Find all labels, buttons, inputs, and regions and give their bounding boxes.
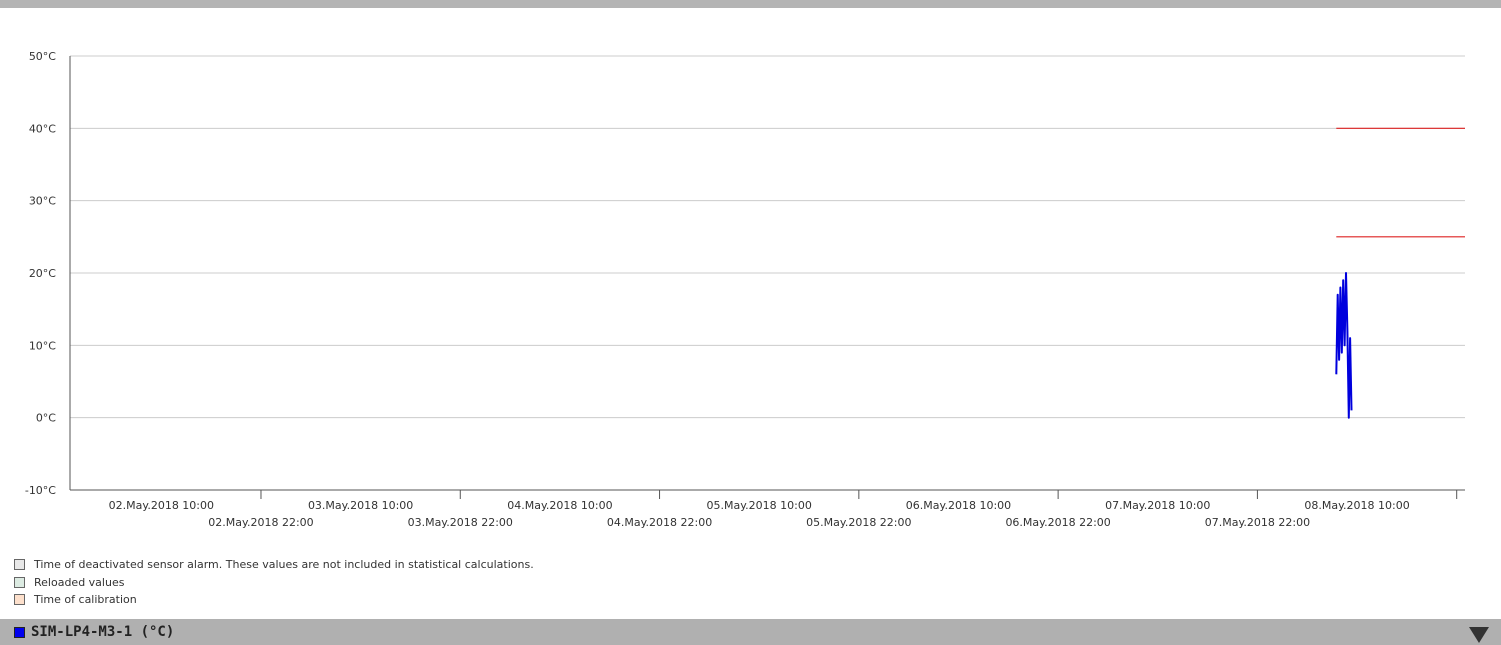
sensor-header-bar[interactable]: SIM-LP4-M3-1 (°C) (0, 619, 1501, 645)
x-tick-label: 06.May.2018 10:00 (906, 499, 1011, 512)
legend-label: Reloaded values (34, 575, 125, 589)
y-tick-label: 0°C (36, 412, 56, 425)
legend-label: Time of calibration (34, 593, 137, 607)
y-tick-label: 20°C (29, 267, 56, 280)
y-tick-label: 10°C (29, 339, 56, 352)
y-tick-label: -10°C (25, 484, 56, 497)
legend-item-deactivated-alarm: Time of deactivated sensor alarm. These … (14, 556, 534, 574)
y-tick-label: 50°C (29, 50, 56, 63)
sensor-color-swatch (14, 626, 25, 638)
y-tick-label: 30°C (29, 195, 56, 208)
triangle-down-icon[interactable] (1469, 627, 1489, 643)
temperature-chart: -10°C 0°C 10°C 20°C 30°C 40°C 50°C 02.May.2018… (25, 50, 1465, 529)
y-tick-label: 40°C (29, 122, 56, 135)
x-tick-label: 03.May.2018 10:00 (308, 499, 413, 512)
x-tick-label: 08.May.2018 10:00 (1304, 499, 1409, 512)
x-tick-label: 07.May.2018 22:00 (1205, 516, 1310, 529)
x-tick-label: 03.May.2018 22:00 (408, 516, 513, 529)
y-axis: -10°C 0°C 10°C 20°C 30°C 40°C 50°C (25, 50, 71, 497)
top-bar (0, 0, 1501, 8)
x-tick-label: 07.May.2018 10:00 (1105, 499, 1210, 512)
x-tick-label: 05.May.2018 22:00 (806, 516, 911, 529)
x-tick-label: 06.May.2018 22:00 (1005, 516, 1110, 529)
threshold-lines (1336, 127, 1465, 238)
x-tick-label: 04.May.2018 22:00 (607, 516, 712, 529)
x-tick-label: 05.May.2018 10:00 (707, 499, 812, 512)
legend-item-reloaded-values: Reloaded values (14, 574, 534, 592)
legend-swatch (14, 576, 25, 588)
data-series (1335, 272, 1353, 419)
legend-swatch (14, 559, 25, 571)
legend-item-calibration: Time of calibration (14, 591, 534, 609)
legend-label: Time of deactivated sensor alarm. These … (34, 558, 534, 572)
x-tick-label: 02.May.2018 10:00 (109, 499, 214, 512)
legend-swatch (14, 594, 25, 606)
chart-legend: Time of deactivated sensor alarm. These … (14, 556, 534, 609)
series-line (1335, 272, 1353, 419)
x-tick-label: 04.May.2018 10:00 (507, 499, 612, 512)
x-tick-label: 02.May.2018 22:00 (208, 516, 313, 529)
sensor-title: SIM-LP4-M3-1 (°C) (31, 624, 175, 640)
x-axis: 02.May.2018 10:00 03.May.2018 10:00 04.May… (70, 489, 1465, 529)
chart-grid (70, 55, 1465, 419)
